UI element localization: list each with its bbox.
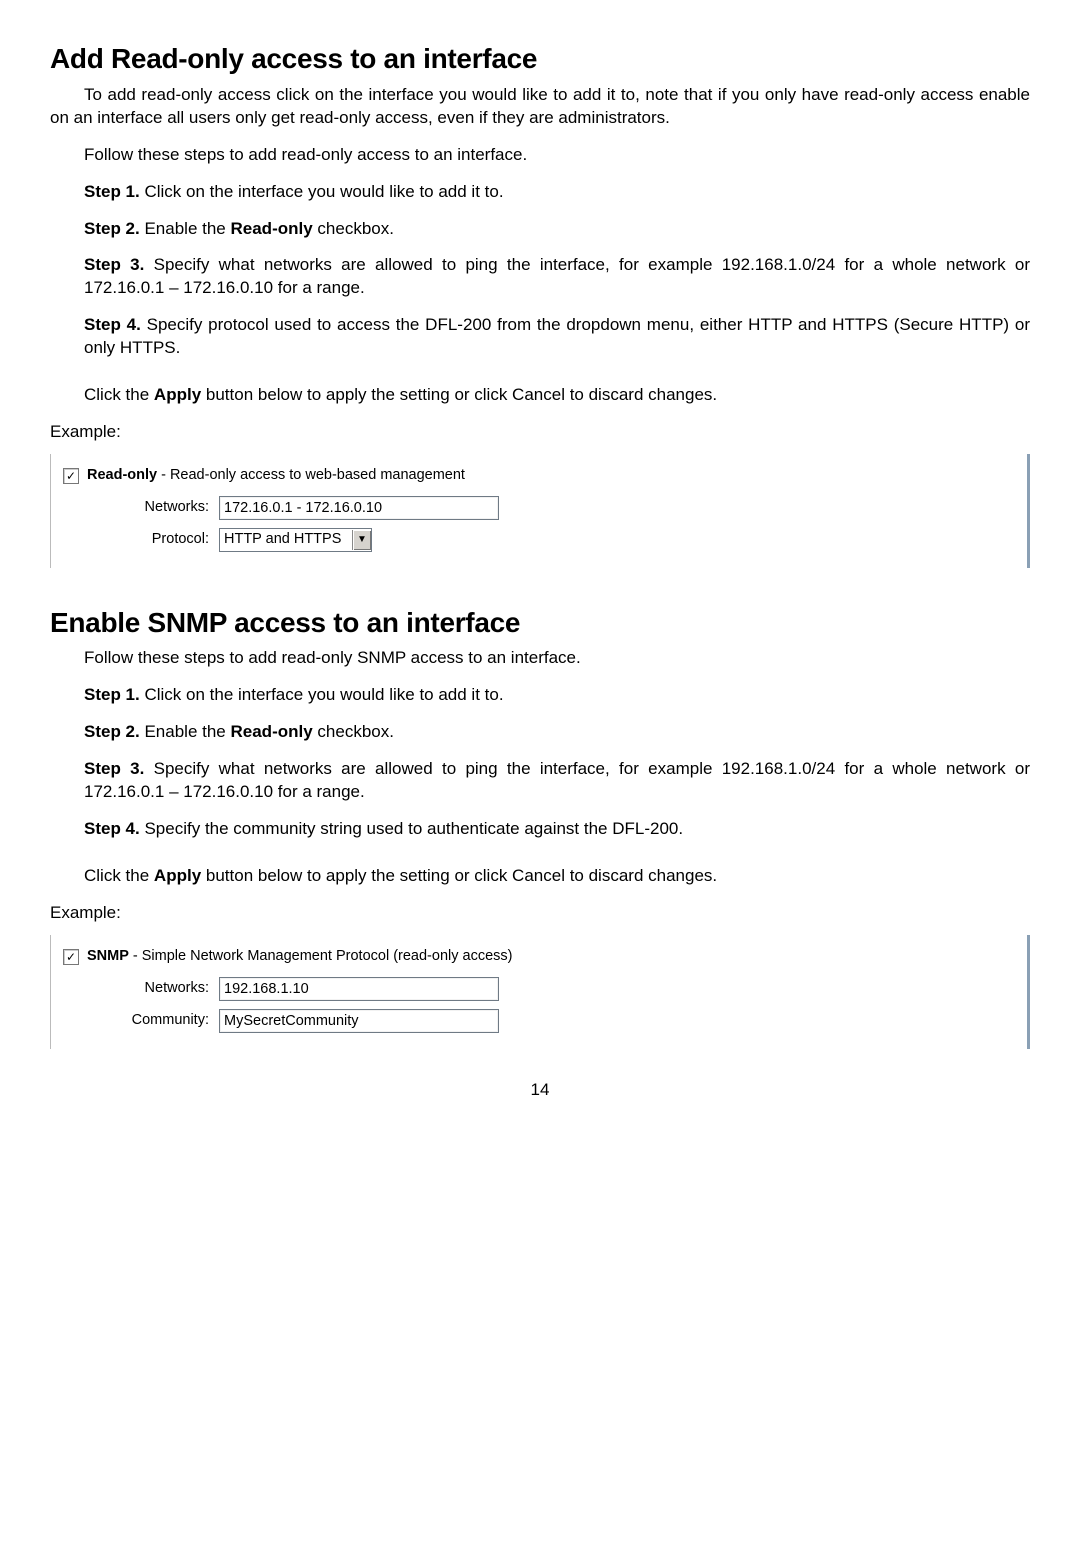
step-text: Specify what networks are allowed to pin… <box>84 255 1030 297</box>
section1-step3: Step 3. Specify what networks are allowe… <box>84 254 1030 300</box>
apply-bold: Apply <box>154 866 201 885</box>
section1-lead: Follow these steps to add read-only acce… <box>50 144 1030 167</box>
step-label: Step 4. <box>84 819 140 838</box>
section1-step4: Step 4. Specify protocol used to access … <box>84 314 1030 360</box>
community-input[interactable] <box>219 1009 499 1033</box>
section2-step2: Step 2. Enable the Read-only checkbox. <box>84 721 1030 744</box>
apply-text: Click the <box>84 866 154 885</box>
step-text: Specify protocol used to access the DFL-… <box>84 315 1030 357</box>
section2-step1: Step 1. Click on the interface you would… <box>84 684 1030 707</box>
step-text: Specify what networks are allowed to pin… <box>84 759 1030 801</box>
step-label: Step 4. <box>84 315 141 334</box>
form1-block: ✓ Read-only - Read-only access to web-ba… <box>50 454 1030 568</box>
step-text: Enable the <box>140 219 231 238</box>
community-label: Community: <box>123 1011 209 1031</box>
step-text: Click on the interface you would like to… <box>140 685 504 704</box>
step-text: checkbox. <box>313 219 394 238</box>
networks-label2: Networks: <box>123 979 209 999</box>
checkbox-label-rest: - Simple Network Management Protocol (re… <box>133 947 513 967</box>
snmp-checkbox[interactable]: ✓ <box>63 949 79 965</box>
section1-step1: Step 1. Click on the interface you would… <box>84 181 1030 204</box>
step-label: Step 2. <box>84 722 140 741</box>
section2-heading: Enable SNMP access to an interface <box>50 604 1030 642</box>
snmp-checkbox-row: ✓ SNMP - Simple Network Management Proto… <box>63 947 1007 967</box>
step-label: Step 2. <box>84 219 140 238</box>
protocol-select[interactable]: HTTP and HTTPS ▼ <box>219 528 372 552</box>
protocol-label: Protocol: <box>123 530 209 550</box>
readonly-checkbox[interactable]: ✓ <box>63 468 79 484</box>
section2-lead: Follow these steps to add read-only SNMP… <box>50 647 1030 670</box>
section2-step3: Step 3. Specify what networks are allowe… <box>84 758 1030 804</box>
apply-text: Click the <box>84 385 154 404</box>
section2-example-label: Example: <box>50 902 1030 925</box>
protocol-row: Protocol: HTTP and HTTPS ▼ <box>123 528 1007 552</box>
chevron-down-icon: ▼ <box>352 530 371 550</box>
networks-row2: Networks: <box>123 977 1007 1001</box>
section2-apply: Click the Apply button below to apply th… <box>50 865 1030 888</box>
section2-step4: Step 4. Specify the community string use… <box>84 818 1030 841</box>
readonly-checkbox-row: ✓ Read-only - Read-only access to web-ba… <box>63 466 1007 486</box>
section1-intro: To add read-only access click on the int… <box>50 84 1030 130</box>
step-bold: Read-only <box>231 722 313 741</box>
step-text: Enable the <box>140 722 231 741</box>
networks-input2[interactable] <box>219 977 499 1001</box>
networks-label: Networks: <box>123 498 209 518</box>
step-label: Step 1. <box>84 685 140 704</box>
section1-heading: Add Read-only access to an interface <box>50 40 1030 78</box>
networks-row: Networks: <box>123 496 1007 520</box>
checkbox-label-bold: Read-only <box>87 466 157 486</box>
protocol-value: HTTP and HTTPS <box>224 530 352 550</box>
page-number: 14 <box>50 1079 1030 1102</box>
step-bold: Read-only <box>231 219 313 238</box>
step-text: checkbox. <box>313 722 394 741</box>
checkbox-label-rest: - Read-only access to web-based manageme… <box>161 466 465 486</box>
checkbox-label-bold: SNMP <box>87 947 129 967</box>
section1-example-label: Example: <box>50 421 1030 444</box>
community-row: Community: <box>123 1009 1007 1033</box>
apply-text: button below to apply the setting or cli… <box>201 385 717 404</box>
section1-step2: Step 2. Enable the Read-only checkbox. <box>84 218 1030 241</box>
apply-bold: Apply <box>154 385 201 404</box>
step-label: Step 1. <box>84 182 140 201</box>
form2-block: ✓ SNMP - Simple Network Management Proto… <box>50 935 1030 1049</box>
step-text: Specify the community string used to aut… <box>140 819 683 838</box>
step-label: Step 3. <box>84 759 144 778</box>
apply-text: button below to apply the setting or cli… <box>201 866 717 885</box>
step-text: Click on the interface you would like to… <box>140 182 504 201</box>
step-label: Step 3. <box>84 255 144 274</box>
networks-input[interactable] <box>219 496 499 520</box>
section1-apply: Click the Apply button below to apply th… <box>50 384 1030 407</box>
